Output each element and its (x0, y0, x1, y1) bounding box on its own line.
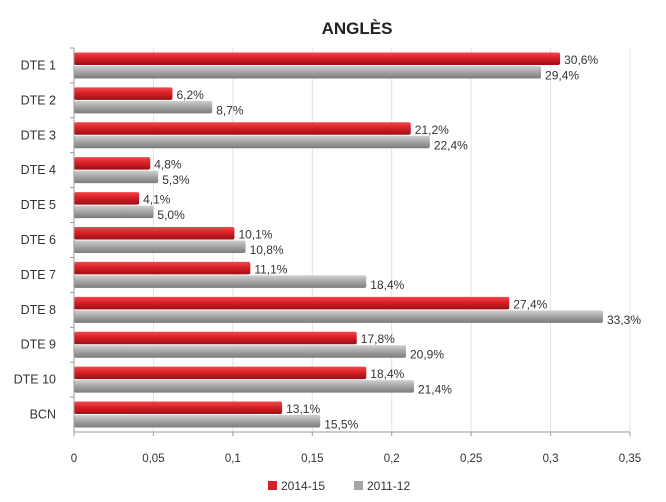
x-tick-label: 0,05 (142, 453, 164, 465)
bar-2014-15 (74, 331, 357, 345)
bar-2011-12 (74, 100, 213, 114)
legend-swatch (354, 481, 363, 490)
bar-2011-12 (74, 345, 407, 358)
category-label: BCN (30, 408, 56, 422)
data-label: 10,1% (238, 228, 272, 242)
category-label: DTE 1 (21, 58, 56, 72)
bar-2014-15 (74, 261, 251, 275)
data-label: 33,3% (607, 313, 641, 327)
category-label: DTE 5 (21, 198, 56, 212)
legend-label: 2011-12 (367, 479, 410, 493)
x-tick-label: 0,2 (384, 453, 400, 465)
category-label: DTE 10 (14, 373, 56, 387)
data-label: 17,8% (361, 332, 395, 346)
data-label: 27,4% (513, 297, 547, 311)
x-tick-label: 0,15 (301, 453, 323, 465)
data-label: 4,1% (143, 193, 171, 207)
category-label: DTE 9 (21, 338, 56, 352)
bar-2011-12 (74, 240, 246, 253)
bar-2011-12 (74, 170, 159, 184)
data-label: 22,4% (434, 138, 468, 152)
bar-2011-12 (74, 135, 430, 149)
x-tick-label: 0,25 (460, 453, 482, 465)
data-label: 11,1% (254, 262, 287, 276)
data-label: 10,8% (250, 243, 284, 257)
data-label: 15,5% (324, 418, 358, 432)
bar-2014-15 (74, 192, 140, 205)
bars: 30,6%29,4% 6,2% 8,7% 21,2%22,4% 4,8%5,3% 4,1%… (74, 52, 641, 432)
data-label: 13,1% (286, 402, 320, 416)
x-tick-label: 0,1 (225, 453, 241, 465)
data-label: 29,4% (545, 68, 579, 82)
bar-2011-12 (74, 275, 367, 288)
bar-2011-12 (74, 65, 542, 79)
bar-2011-12 (74, 415, 321, 428)
data-label: 21,2% (415, 123, 449, 137)
legend-swatch (268, 481, 277, 490)
bar-2014-15 (74, 157, 151, 170)
data-label: 30,6% (564, 53, 598, 67)
bar-2014-15 (74, 87, 173, 100)
x-tick-label: 0 (71, 453, 77, 465)
data-label: 21,4% (418, 383, 452, 397)
x-tick-label: 0,35 (619, 453, 641, 465)
legend-label: 2014-15 (281, 479, 325, 493)
bar-2014-15 (74, 401, 283, 415)
axes: 0 0,05 0,1 0,15 0,2 0,25 0,3 0,35 DTE 1 DTE 2 DTE … (14, 47, 641, 465)
category-label: DTE 3 (21, 128, 56, 142)
x-tick-label: 0,3 (543, 453, 559, 465)
gridlines (152, 48, 631, 432)
data-label: 5,0% (157, 208, 185, 222)
bar-2014-15 (74, 227, 235, 240)
bar-2014-15 (74, 366, 367, 380)
category-label: DTE 2 (21, 93, 56, 107)
data-label: 18,4% (370, 278, 404, 292)
bar-2011-12 (74, 380, 414, 393)
bar-2014-15 (74, 296, 510, 310)
legend: 2014-15 2011-12 (268, 479, 410, 493)
category-label: DTE 4 (21, 163, 56, 177)
chart-title: ANGLÈS (322, 19, 393, 38)
bar-2014-15 (74, 122, 411, 135)
bar-2011-12 (74, 310, 603, 323)
data-label: 5,3% (162, 173, 190, 187)
bar-2014-15 (74, 52, 561, 65)
data-label: 20,9% (410, 348, 444, 362)
category-label: DTE 8 (21, 303, 56, 317)
category-label: DTE 7 (21, 268, 56, 282)
bar-2011-12 (74, 205, 154, 219)
data-label: 4,8% (154, 158, 182, 172)
category-label: DTE 6 (21, 233, 56, 247)
data-label: 8,7% (216, 103, 244, 117)
data-label: 6,2% (176, 88, 204, 102)
data-label: 18,4% (370, 367, 404, 381)
